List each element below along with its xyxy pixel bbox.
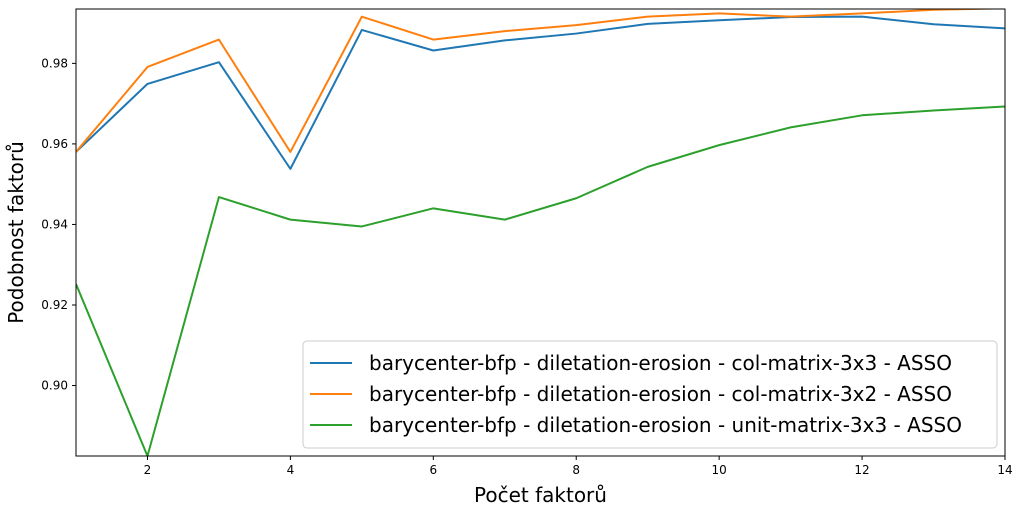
x-tick-label: 6 [429, 463, 437, 477]
x-tick-label: 10 [712, 463, 727, 477]
x-tick-label: 12 [854, 463, 869, 477]
plot-lines [76, 9, 1005, 456]
x-tick-label: 2 [144, 463, 152, 477]
y-tick-label: 0.90 [41, 379, 68, 393]
series-line-3 [76, 105, 1005, 456]
y-tick-label: 0.94 [41, 217, 68, 231]
x-tick-label: 4 [287, 463, 295, 477]
x-axis-label: Počet faktorů [474, 483, 607, 507]
series-line-1 [76, 15, 1005, 170]
x-tick-label: 14 [997, 463, 1012, 477]
legend-box [302, 340, 998, 449]
series-line-2 [76, 9, 1005, 153]
legend-label-1: barycenter-bfp - diletation-erosion - co… [369, 351, 952, 375]
y-axis: 0.90 0.92 0.94 0.96 0.98 [41, 56, 76, 393]
legend-label-3: barycenter-bfp - diletation-erosion - un… [369, 413, 962, 437]
plot-frame [75, 8, 1006, 457]
y-tick-label: 0.92 [41, 298, 68, 312]
y-axis-label: Podobnost faktorů [4, 141, 28, 324]
y-tick-label: 0.96 [41, 137, 68, 151]
y-tick-label: 0.98 [41, 56, 68, 70]
legend: barycenter-bfp - diletation-erosion - co… [302, 340, 998, 449]
x-axis: 2 4 6 8 10 12 14 [144, 456, 1013, 477]
legend-label-2: barycenter-bfp - diletation-erosion - co… [369, 382, 952, 406]
x-tick-label: 8 [572, 463, 580, 477]
